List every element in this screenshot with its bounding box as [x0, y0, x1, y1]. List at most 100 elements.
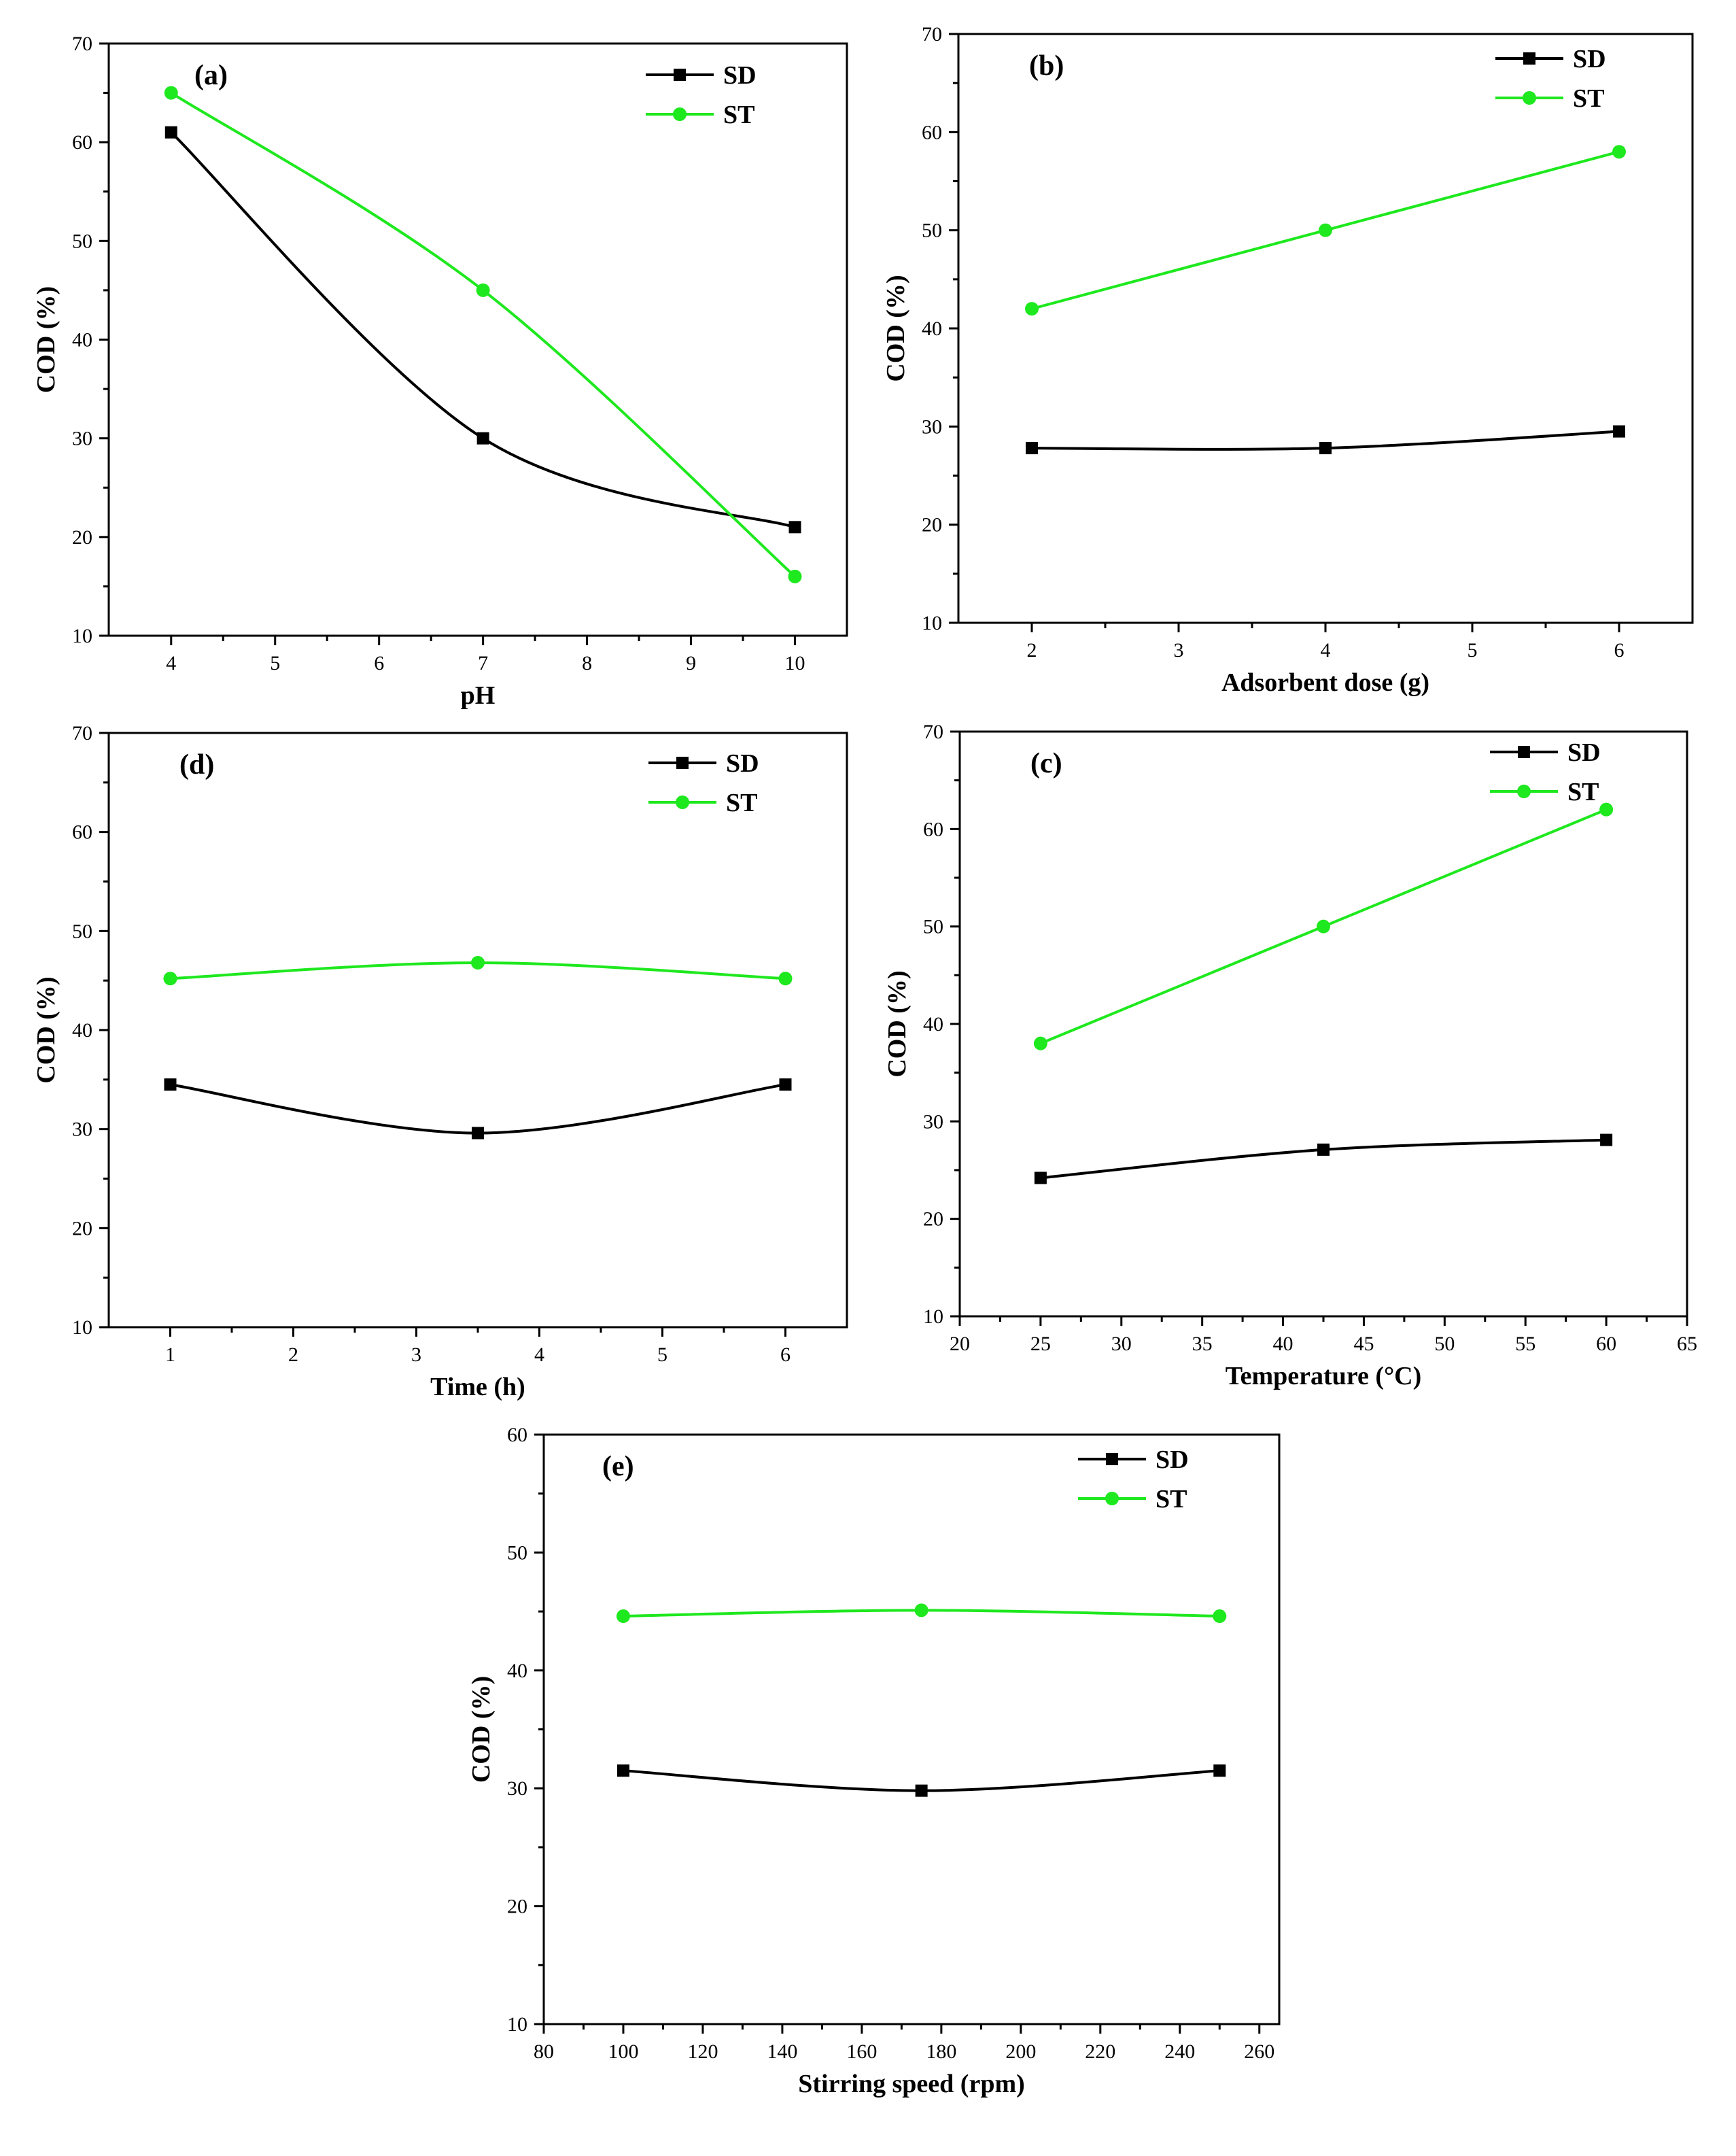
data-point-sd [1317, 1143, 1330, 1156]
x-tick-label: 3 [411, 1344, 421, 1366]
legend-marker-sd [676, 757, 689, 769]
data-point-st [1033, 1036, 1047, 1050]
legend-label-sd: SD [1573, 45, 1606, 73]
y-tick-label: 40 [923, 1013, 943, 1036]
x-tick-label: 100 [608, 2040, 638, 2063]
plot-frame [957, 33, 1694, 624]
y-tick-label: 70 [72, 33, 92, 55]
x-tick-label: 6 [374, 652, 384, 674]
legend-label-sd: SD [726, 749, 759, 778]
y-tick-label: 30 [922, 415, 942, 438]
y-axis-label: COD (%) [467, 1676, 496, 1783]
legend-marker-st [676, 795, 689, 809]
legend-marker-sd [1518, 746, 1530, 758]
panel-label: (a) [194, 60, 228, 91]
x-axis-label: Time (h) [430, 1373, 525, 1401]
data-point-st [1213, 1609, 1227, 1624]
y-tick-label: 20 [72, 1217, 92, 1239]
x-tick-label: 6 [1614, 639, 1625, 662]
data-point-st [163, 972, 177, 986]
y-tick-label: 30 [72, 428, 92, 450]
y-tick-label: 60 [923, 818, 943, 840]
x-tick-label: 5 [270, 652, 280, 674]
chart-panel-d: 10 20 30 40 50 60 70 1 2 3 4 5 6 Time (h) COD (%) (d) SD… [32, 722, 848, 1401]
y-tick-label: 10 [72, 1316, 92, 1339]
legend-marker-sd [1106, 1453, 1118, 1465]
x-tick-label: 7 [478, 652, 488, 674]
legend-label-sd: SD [1156, 1445, 1189, 1474]
y-tick-label: 70 [72, 722, 92, 745]
panel-label: (b) [1029, 50, 1064, 82]
legend-label-st: ST [1573, 84, 1604, 113]
x-tick-label: 160 [846, 2040, 877, 2063]
legend-marker-sd [674, 69, 686, 81]
legend-label-st: ST [726, 789, 757, 817]
y-tick-label: 20 [922, 514, 942, 536]
x-tick-label: 260 [1244, 2040, 1274, 2063]
x-tick-label: 120 [687, 2040, 718, 2063]
x-tick-label: 4 [166, 652, 176, 674]
x-tick-label: 4 [534, 1344, 544, 1366]
y-axis-label: COD (%) [883, 970, 912, 1077]
data-point-sd [1319, 442, 1332, 455]
data-point-sd [476, 432, 489, 445]
x-tick-label: 2 [1027, 639, 1037, 662]
y-axis-label: COD (%) [32, 286, 60, 393]
plot-frame [107, 42, 848, 637]
data-point-st [476, 283, 490, 297]
data-point-st [1025, 302, 1039, 316]
data-point-st [1317, 919, 1330, 934]
chart-panel-b: 10 20 30 40 50 60 70 2 3 4 5 6 Adsorbent dose (g) COD… [882, 23, 1694, 697]
x-tick-label: 65 [1677, 1333, 1697, 1355]
x-tick-label: 30 [1111, 1333, 1132, 1355]
x-tick-label: 1 [165, 1344, 175, 1366]
x-tick-label: 4 [1321, 639, 1331, 662]
x-axis-label: Temperature (°C) [1226, 1362, 1422, 1390]
y-tick-label: 10 [72, 625, 92, 647]
y-tick-label: 30 [923, 1110, 943, 1133]
chart-panel-c: 10 20 30 40 50 60 70 20 25 30 35 40 45 50 55 60 65 Temper… [883, 721, 1697, 1390]
x-tick-label: 10 [785, 652, 805, 674]
x-tick-label: 8 [582, 652, 592, 674]
x-tick-label: 35 [1192, 1333, 1213, 1355]
x-tick-label: 200 [1005, 2040, 1036, 2063]
legend-label-st: ST [1567, 778, 1599, 806]
x-tick-label: 220 [1085, 2040, 1115, 2063]
series-line-sd [170, 131, 796, 529]
panel-label: (c) [1030, 748, 1062, 779]
legend-label-sd: SD [723, 61, 757, 90]
y-tick-label: 50 [923, 916, 943, 938]
y-tick-label: 30 [507, 1777, 527, 1800]
legend-label-st: ST [1156, 1485, 1187, 1513]
x-tick-label: 9 [686, 652, 696, 674]
legend-marker-st [1517, 785, 1531, 798]
data-point-sd [1026, 442, 1038, 455]
y-tick-label: 60 [72, 131, 92, 154]
data-point-st [914, 1603, 928, 1618]
x-tick-label: 60 [1596, 1333, 1616, 1355]
plot-frame [958, 730, 1688, 1318]
data-point-st [788, 569, 802, 583]
chart-panel-e: 10 20 30 40 50 60 80 100 120 140 160 180 200 220 240 26… [467, 1424, 1281, 2098]
y-tick-label: 50 [72, 230, 92, 252]
x-tick-label: 140 [767, 2040, 797, 2063]
y-tick-label: 60 [507, 1424, 527, 1446]
y-tick-label: 70 [923, 721, 943, 743]
x-tick-label: 3 [1174, 639, 1184, 662]
data-point-st [1599, 802, 1614, 817]
x-tick-label: 20 [950, 1333, 970, 1355]
data-point-st [616, 1609, 630, 1624]
y-tick-label: 10 [922, 612, 942, 634]
data-point-sd [915, 1784, 928, 1797]
x-axis-label: pH [461, 681, 496, 710]
legend-marker-st [1105, 1492, 1119, 1505]
x-tick-label: 6 [780, 1344, 791, 1366]
y-tick-label: 10 [507, 2013, 527, 2036]
x-tick-label: 5 [1468, 639, 1478, 662]
x-axis-label: Stirring speed (rpm) [798, 2070, 1025, 2098]
panel-label: (e) [602, 1451, 634, 1482]
data-point-sd [164, 1078, 177, 1091]
y-tick-label: 50 [507, 1541, 527, 1564]
data-point-sd [1034, 1171, 1047, 1184]
